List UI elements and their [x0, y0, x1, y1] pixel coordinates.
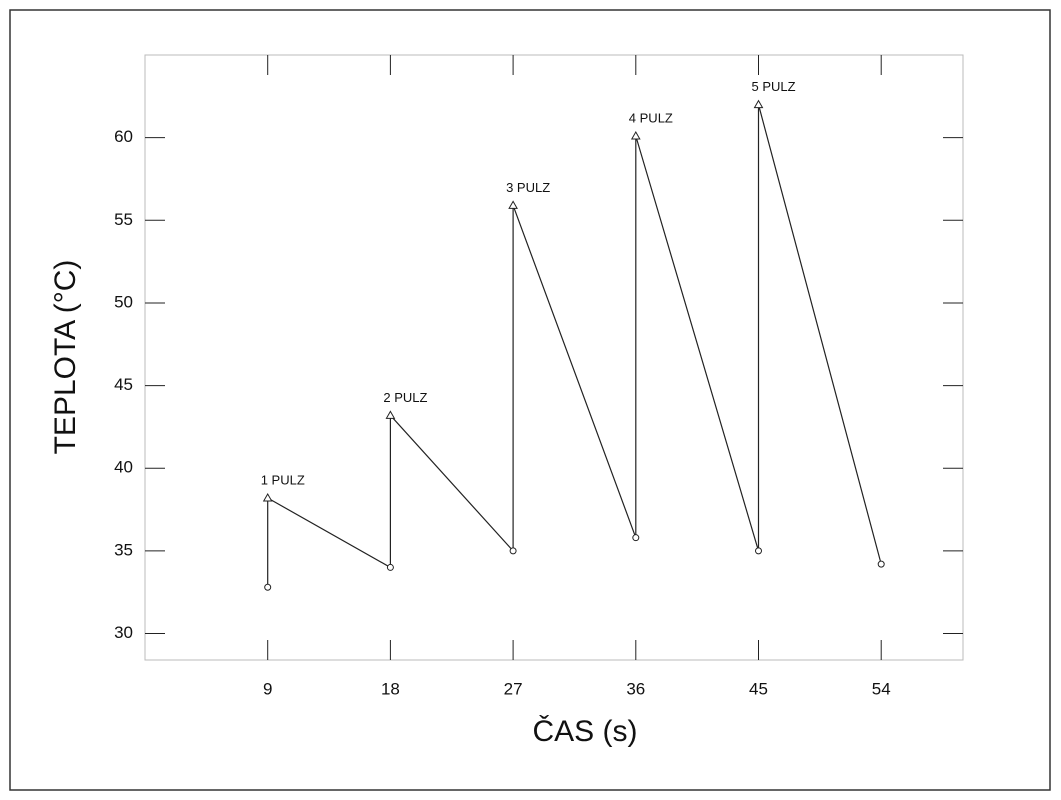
- triangle-marker: [630, 130, 641, 140]
- circle-marker: [632, 534, 640, 542]
- triangle-marker: [508, 200, 518, 209]
- x-tick-label: 54: [872, 679, 891, 698]
- x-axis-title: ČAS (s): [533, 714, 638, 748]
- circle-marker: [264, 583, 272, 591]
- outer-frame: [9, 9, 1051, 791]
- x-tick-label: 36: [626, 679, 645, 698]
- y-tick-label: 40: [114, 458, 133, 477]
- triangle-marker: [385, 410, 396, 419]
- circle-marker: [509, 547, 517, 555]
- triangle-marker: [753, 99, 764, 109]
- y-tick-label: 55: [114, 210, 133, 229]
- x-tick-label: 45: [749, 679, 768, 698]
- y-tick-label: 30: [114, 623, 133, 642]
- y-tick-label: 45: [114, 375, 133, 394]
- y-tick-label: 60: [114, 127, 133, 146]
- annotation: 3 PULZ: [506, 180, 550, 195]
- data-line: [267, 104, 882, 588]
- annotation: 1 PULZ: [261, 472, 305, 487]
- y-axis-title: TEPLOTA (°C): [49, 260, 82, 455]
- plot-frame: [144, 54, 964, 661]
- annotation: 4 PULZ: [629, 110, 673, 125]
- annotation: 5 PULZ: [752, 79, 796, 94]
- circle-marker: [386, 563, 394, 571]
- x-tick-label: 18: [381, 679, 400, 698]
- y-tick-label: 50: [114, 292, 133, 311]
- circle-marker: [755, 547, 762, 555]
- x-tick-label: 9: [263, 679, 272, 698]
- triangle-marker: [262, 492, 273, 502]
- y-tick-label: 35: [114, 540, 133, 559]
- x-tick-label: 27: [504, 679, 523, 698]
- annotation: 2 PULZ: [383, 390, 427, 405]
- circle-marker: [877, 560, 885, 568]
